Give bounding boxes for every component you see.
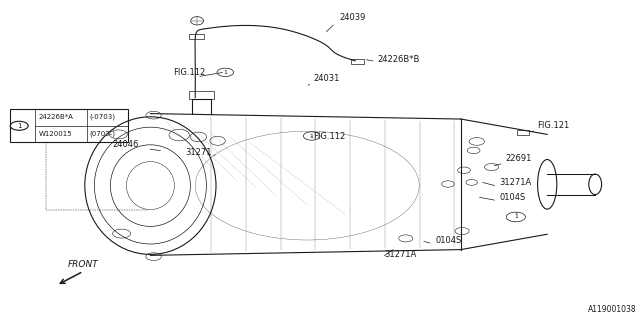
- Text: (0703-): (0703-): [90, 131, 116, 137]
- Text: 0104S: 0104S: [435, 236, 461, 245]
- Text: 31271A: 31271A: [499, 178, 531, 187]
- Text: FRONT: FRONT: [68, 260, 99, 269]
- Text: 24031: 24031: [314, 74, 340, 83]
- Text: FIG.112: FIG.112: [314, 132, 346, 141]
- Text: 24046: 24046: [112, 140, 138, 149]
- Text: 1: 1: [17, 123, 22, 129]
- Text: 1: 1: [514, 214, 518, 220]
- Text: 22691: 22691: [506, 154, 532, 163]
- Text: 31271A: 31271A: [384, 250, 416, 259]
- Text: 31271: 31271: [186, 148, 212, 157]
- Text: 24226B*A: 24226B*A: [38, 114, 73, 120]
- Text: W120015: W120015: [38, 131, 72, 137]
- Text: 24039: 24039: [339, 13, 365, 22]
- Text: 24226B*B: 24226B*B: [378, 55, 420, 64]
- Text: FIG.121: FIG.121: [538, 121, 570, 130]
- Text: FIG.112: FIG.112: [173, 68, 205, 77]
- Text: A119001038: A119001038: [588, 305, 637, 314]
- Text: (-0703): (-0703): [90, 114, 116, 120]
- Text: 0104S: 0104S: [499, 193, 525, 202]
- Text: 1: 1: [223, 70, 227, 75]
- Text: 1: 1: [310, 133, 314, 139]
